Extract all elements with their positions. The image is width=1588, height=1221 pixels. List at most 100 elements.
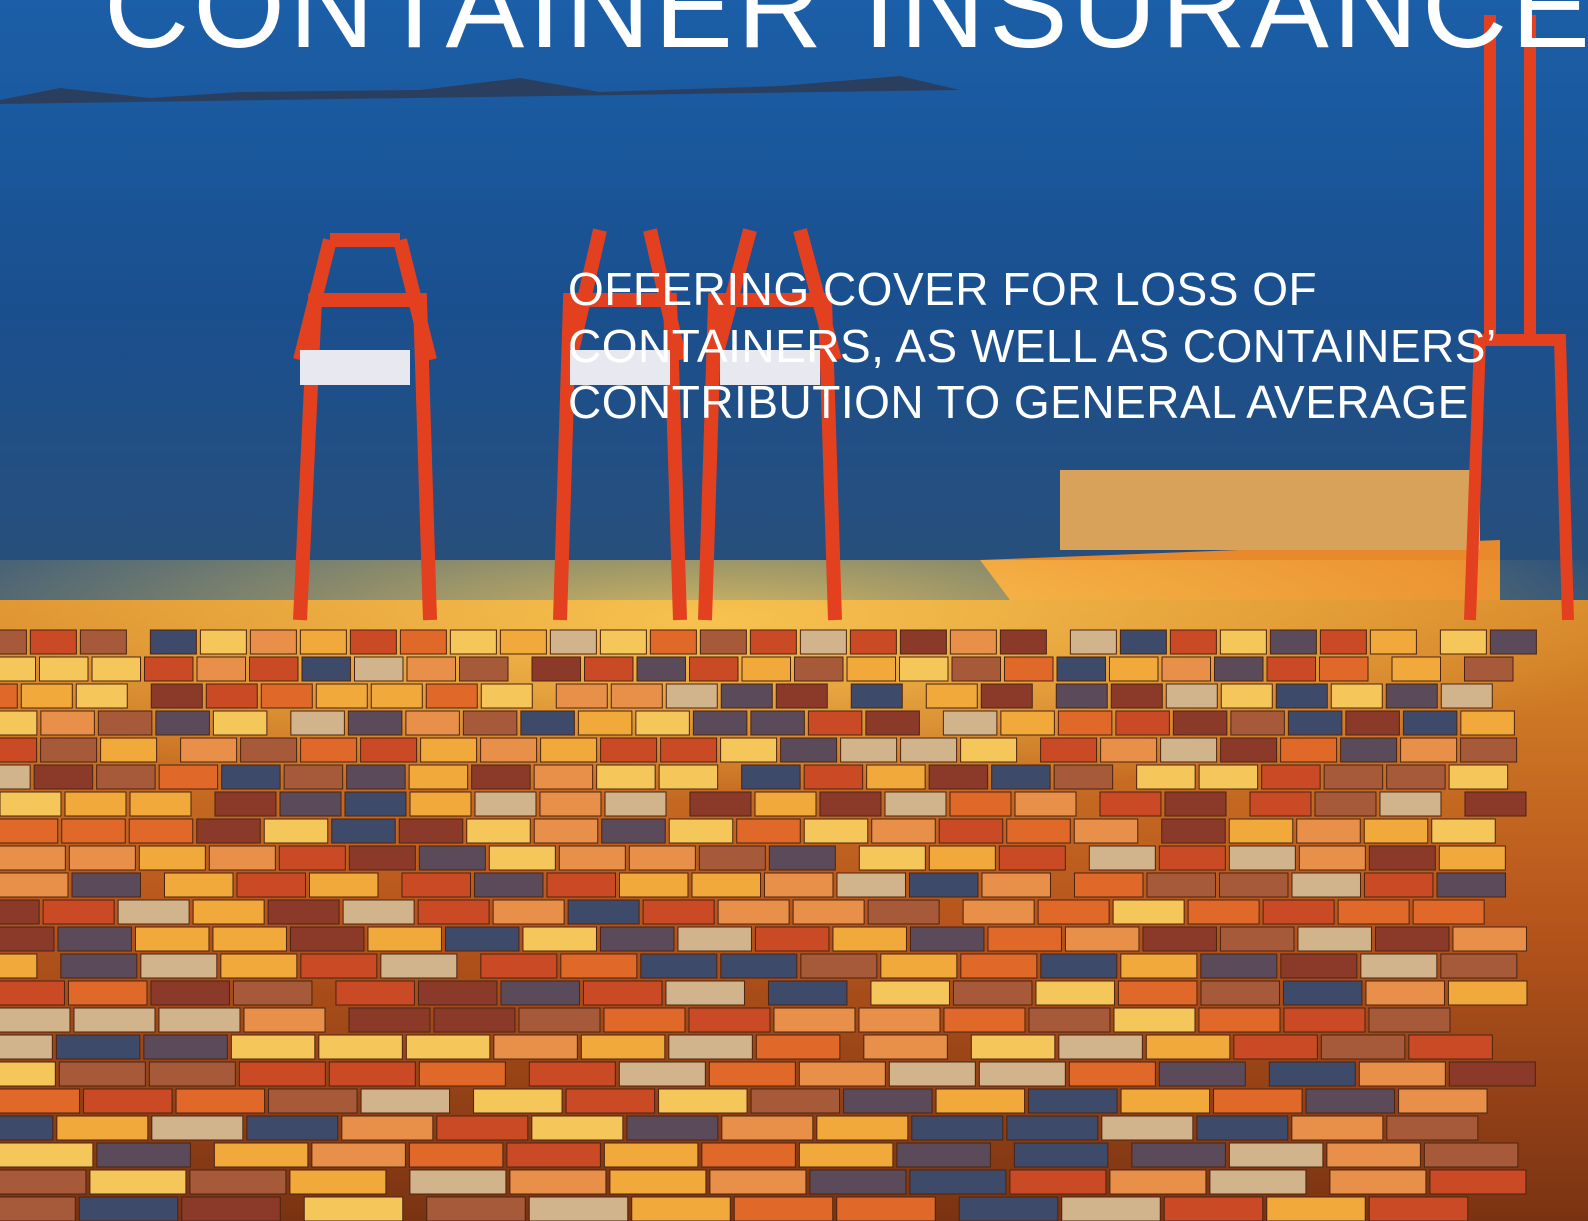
container-box (151, 981, 230, 1005)
container-box (566, 1089, 655, 1113)
container-box (0, 792, 61, 816)
container-box (718, 900, 789, 924)
container-box (1283, 981, 1362, 1005)
container-box (692, 873, 761, 897)
container-box (445, 927, 519, 951)
container-box (1199, 765, 1258, 789)
container-box (764, 873, 833, 897)
container-box (1074, 873, 1143, 897)
container-box (867, 765, 926, 789)
container-box (244, 1008, 325, 1032)
container-box (463, 711, 516, 735)
container-box (151, 684, 202, 708)
container-box (118, 900, 189, 924)
container-box (636, 711, 690, 735)
container-box (1114, 1008, 1195, 1032)
container-box (737, 819, 801, 843)
container-box (250, 657, 298, 681)
container-box (182, 1197, 281, 1221)
container-box (1341, 738, 1397, 762)
container-box (650, 630, 696, 654)
container-box (0, 738, 37, 762)
container-box (961, 738, 1017, 762)
container-box (1387, 1116, 1478, 1140)
container-box (237, 873, 306, 897)
container-box (437, 1116, 528, 1140)
container-box (936, 1089, 1025, 1113)
container-box (950, 630, 996, 654)
container-box (804, 819, 868, 843)
container-box (981, 684, 1032, 708)
container-box (481, 738, 537, 762)
container-box (1038, 900, 1109, 924)
container-box (851, 684, 902, 708)
container-box (349, 846, 415, 870)
container-box (1370, 630, 1416, 654)
container-box (419, 1062, 505, 1086)
container-box (460, 657, 509, 681)
container-box (1437, 873, 1506, 897)
container-box (885, 792, 946, 816)
container-box (399, 819, 463, 843)
container-box (1143, 927, 1217, 951)
container-box (489, 846, 555, 870)
container-box (1120, 630, 1166, 654)
container-box (605, 792, 666, 816)
container-box (669, 819, 733, 843)
container-box (290, 1170, 386, 1194)
container-box (550, 630, 596, 654)
container-box (1089, 846, 1155, 870)
container-box (0, 1170, 86, 1194)
container-box (402, 873, 471, 897)
container-box (98, 711, 151, 735)
container-box (241, 738, 297, 762)
container-box (1361, 954, 1437, 978)
container-box (474, 1089, 563, 1113)
container-box (556, 684, 607, 708)
container-box (793, 900, 864, 924)
container-box (1220, 927, 1294, 951)
container-box (0, 1197, 75, 1221)
container-box (1490, 630, 1536, 654)
container-box (221, 954, 297, 978)
container-box (1364, 873, 1433, 897)
container-box (1364, 819, 1428, 843)
container-box (979, 1062, 1065, 1086)
container-box (0, 846, 65, 870)
container-box (247, 1116, 338, 1140)
container-box (1369, 1008, 1450, 1032)
container-box (418, 900, 489, 924)
title: CONTAINER INSURANCE (104, 0, 1588, 66)
container-box (1359, 1062, 1445, 1086)
container-box (1386, 684, 1437, 708)
container-box (1424, 1143, 1518, 1167)
container-box (1146, 1035, 1230, 1059)
container-box (434, 1008, 515, 1032)
container-box (197, 657, 246, 681)
container-box (808, 711, 862, 735)
container-box (1331, 684, 1382, 708)
container-box (1413, 900, 1484, 924)
container-box (1320, 630, 1366, 654)
container-box (1387, 765, 1446, 789)
container-box (721, 954, 797, 978)
container-box (0, 927, 54, 951)
container-box (1430, 1170, 1526, 1194)
container-box (200, 630, 246, 654)
container-box (751, 711, 805, 735)
container-box (206, 684, 257, 708)
container-box (909, 873, 978, 897)
container-box (643, 900, 714, 924)
container-box (710, 1170, 806, 1194)
container-box (559, 846, 625, 870)
container-box (74, 1008, 155, 1032)
container-box (361, 1089, 450, 1113)
container-box (971, 1035, 1055, 1059)
container-box (963, 900, 1034, 924)
container-box (371, 684, 422, 708)
container-box (213, 927, 287, 951)
container-box (1065, 927, 1139, 951)
container-box (284, 765, 343, 789)
container-box (58, 927, 132, 951)
container-box (1007, 1116, 1098, 1140)
